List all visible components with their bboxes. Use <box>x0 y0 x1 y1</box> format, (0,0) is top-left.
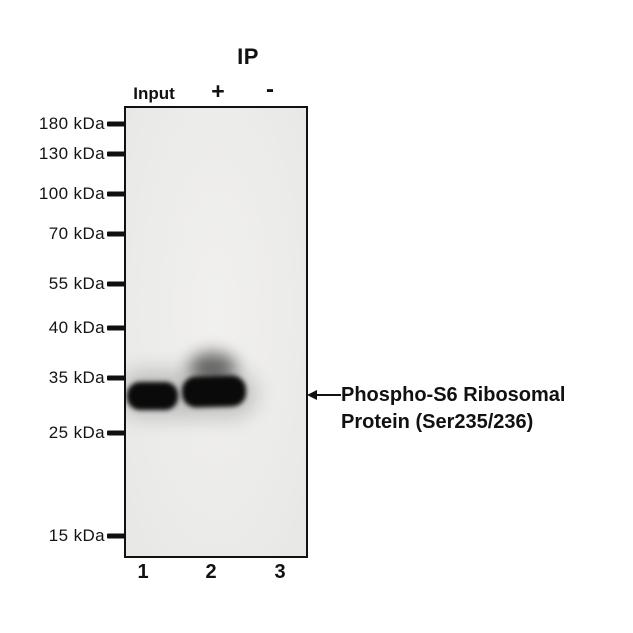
mw-marker-label: 180 kDa <box>38 114 105 133</box>
mw-marker-tick <box>107 191 126 197</box>
blot-membrane-panel <box>124 106 308 558</box>
lane-number-2: 2 <box>205 561 217 583</box>
mw-marker-tick <box>107 121 126 127</box>
lane-header-ip-negative: - <box>266 76 274 103</box>
mw-marker-label: 55 kDa <box>48 274 105 293</box>
mw-marker-label: 70 kDa <box>48 224 105 243</box>
mw-marker-label: 25 kDa <box>48 423 105 442</box>
band-pointer-arrow-icon <box>307 390 341 400</box>
band-annotation-line2: Protein (Ser235/236) <box>341 411 534 433</box>
lane-header-ip-positive: + <box>211 78 225 104</box>
mw-marker-label: 15 kDa <box>48 526 105 545</box>
figure-title-ip: IP <box>237 44 259 69</box>
mw-marker-tick <box>107 231 126 237</box>
mw-marker-tick <box>107 430 126 436</box>
mw-marker-label: 130 kDa <box>38 144 105 163</box>
mw-marker-label: 100 kDa <box>38 184 105 203</box>
lane1-protein-band <box>127 382 178 410</box>
lane-number-1: 1 <box>137 561 149 583</box>
mw-marker-tick <box>107 375 126 381</box>
mw-marker-tick <box>107 151 126 157</box>
mw-marker-label: 40 kDa <box>48 318 105 337</box>
lane2-protein-band <box>181 375 247 408</box>
mw-marker-tick <box>107 325 126 331</box>
mw-marker-label: 35 kDa <box>48 368 105 387</box>
lane-number-3: 3 <box>274 561 286 583</box>
lane-header-input: Input <box>133 84 175 103</box>
mw-marker-tick <box>107 281 126 287</box>
mw-marker-tick <box>107 533 126 539</box>
band-annotation-line1: Phospho-S6 Ribosomal <box>341 384 566 406</box>
band-annotation: Phospho-S6 Ribosomal Protein (Ser235/236… <box>341 382 565 436</box>
